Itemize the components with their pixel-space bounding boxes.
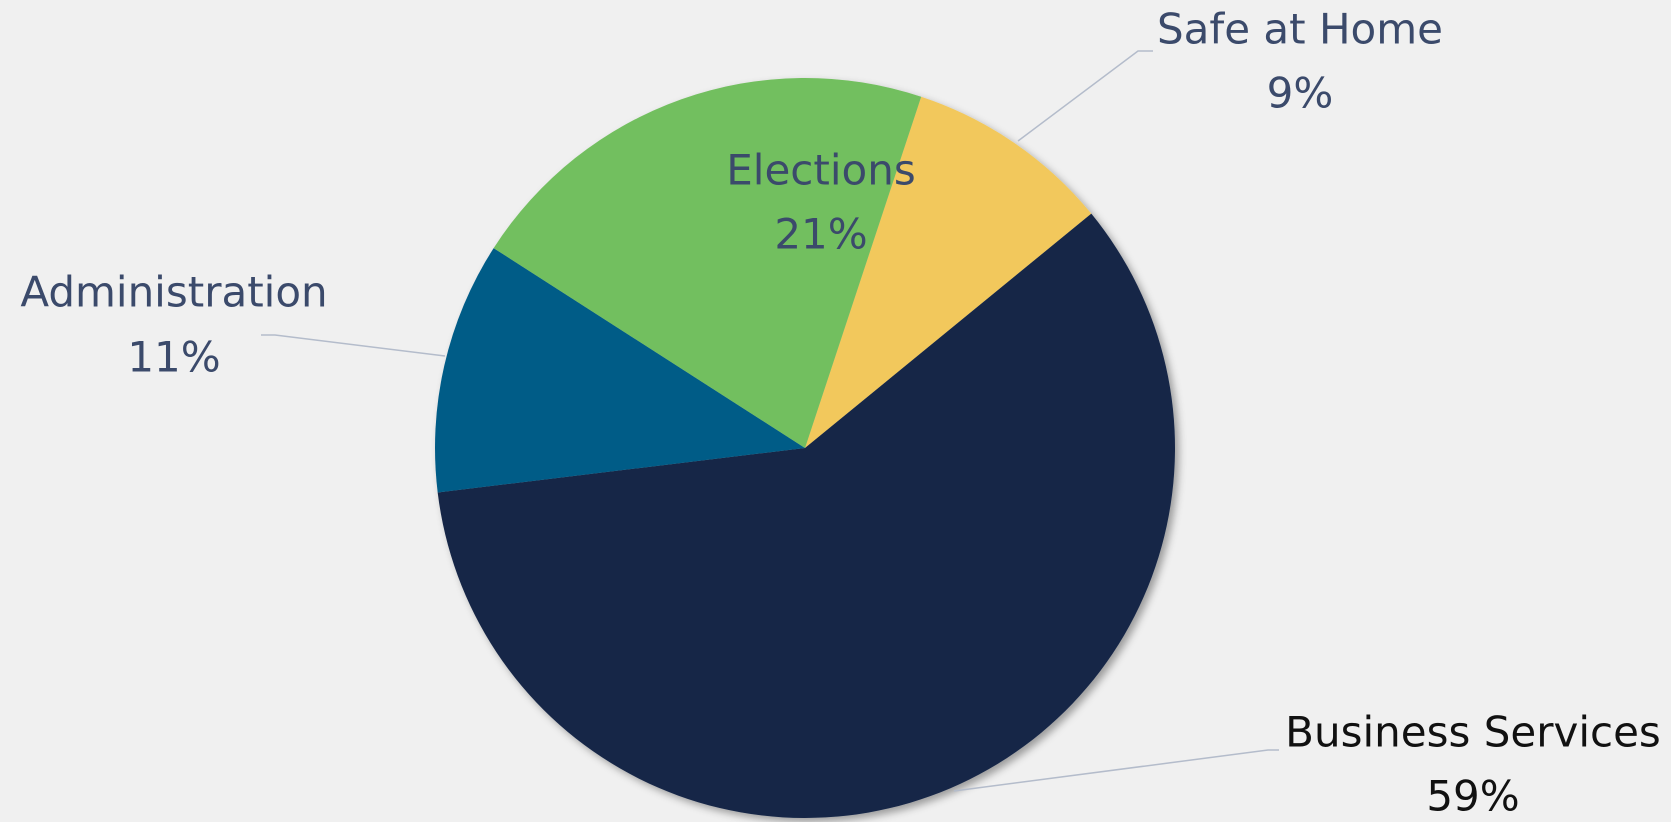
slice-value-label: 9% [1267,69,1334,118]
slice-value-label: 59% [1426,772,1519,821]
pie-slice [435,248,805,493]
leader-line [1017,50,1153,142]
slice-label: Elections [726,146,915,195]
slice-value-label: 21% [774,210,867,259]
pie-slice [493,78,922,448]
slice-value-label: 11% [127,333,220,382]
pie [435,78,1175,818]
slice-label: Administration [20,268,327,317]
slice-label: Business Services [1285,708,1661,757]
pie-slice [805,96,1092,448]
pie-slice [437,213,1175,818]
leader-line [953,749,1279,792]
slice-label: Safe at Home [1157,5,1443,54]
leader-line [261,334,446,357]
